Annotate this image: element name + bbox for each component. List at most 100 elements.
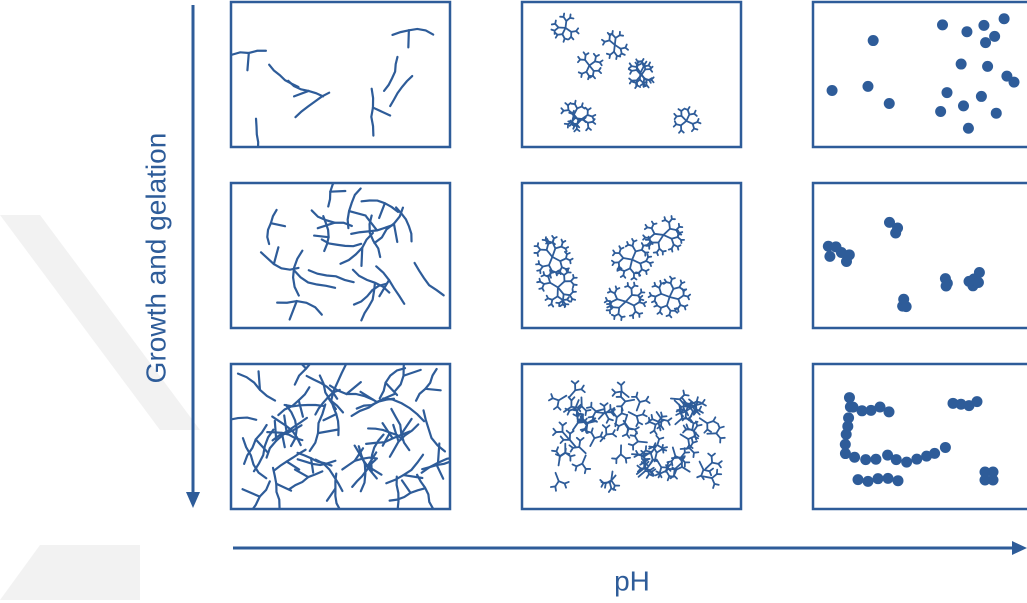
- particle: [937, 19, 948, 30]
- diagram: Growth and gelation pH: [0, 0, 1027, 603]
- particle: [961, 26, 972, 37]
- particle: [974, 267, 985, 278]
- y-axis-arrow: [186, 5, 200, 508]
- fiber-branch: [403, 475, 422, 478]
- dendrite: [552, 24, 555, 25]
- dendrite: [542, 288, 543, 291]
- dendrite: [577, 416, 578, 422]
- fiber: [261, 252, 298, 269]
- dendrite: [617, 299, 626, 301]
- dendrite: [649, 62, 651, 65]
- dendrite: [678, 109, 681, 111]
- dendrite: [600, 404, 604, 406]
- dendrite: [636, 250, 642, 251]
- dendrite: [681, 130, 684, 132]
- fiber-branch: [425, 389, 440, 390]
- particle: [988, 475, 999, 486]
- particle: [870, 454, 881, 465]
- dendrite: [702, 400, 705, 404]
- dendrite: [640, 299, 643, 300]
- particle: [991, 108, 1002, 119]
- dendrite: [672, 461, 673, 465]
- dendrite: [712, 478, 715, 484]
- panel: [813, 364, 1027, 509]
- fiber-branch: [292, 354, 306, 368]
- dendrite: [657, 449, 662, 452]
- dendrite: [640, 401, 646, 403]
- dendrite: [678, 309, 679, 312]
- dendrite: [584, 52, 586, 55]
- dendrite: [688, 439, 689, 445]
- dendrite: [577, 129, 580, 131]
- panel-content: [549, 381, 725, 492]
- dendrite: [643, 238, 645, 240]
- dendrite: [603, 42, 605, 45]
- dendrite: [678, 296, 683, 300]
- particle: [976, 91, 987, 102]
- fiber-branch: [290, 301, 297, 319]
- fiber: [288, 81, 323, 97]
- particle: [901, 457, 912, 468]
- panel: [224, 2, 450, 158]
- fiber: [386, 455, 423, 484]
- dendrite: [661, 412, 662, 416]
- fiber: [278, 387, 309, 415]
- fiber: [371, 435, 383, 471]
- dendrite: [569, 113, 572, 114]
- dendrite: [605, 483, 606, 487]
- dendrite: [659, 288, 661, 294]
- dendrite: [632, 251, 636, 259]
- fiber: [269, 65, 298, 87]
- dendrite: [678, 299, 680, 305]
- dendrite: [713, 417, 715, 421]
- dendrite: [547, 250, 553, 257]
- panel-content: [840, 392, 999, 487]
- dendrite: [557, 407, 560, 410]
- dendrite: [557, 400, 558, 406]
- dendrite: [548, 277, 550, 283]
- dendrite: [663, 235, 671, 239]
- dendrite: [655, 301, 657, 304]
- dendrite: [561, 111, 563, 114]
- dendrite: [681, 434, 689, 439]
- dendrite: [633, 246, 636, 251]
- fiber: [384, 57, 397, 91]
- dendrite: [619, 302, 626, 308]
- dendrite: [646, 85, 648, 88]
- dendrite: [626, 458, 630, 459]
- dendrite: [666, 471, 669, 476]
- fiber-branch: [437, 465, 443, 479]
- dendrite: [649, 295, 652, 297]
- dendrite: [555, 481, 558, 486]
- particle: [911, 454, 922, 465]
- dendrite: [633, 441, 638, 445]
- fiber: [416, 369, 437, 401]
- dendrite: [613, 430, 615, 434]
- panel-content: [261, 171, 444, 320]
- fiber-branch: [287, 462, 300, 470]
- panel-border: [522, 183, 741, 328]
- dendrite: [564, 294, 570, 295]
- panel: [231, 171, 450, 328]
- dendrite: [690, 448, 694, 453]
- dendrite: [629, 412, 637, 416]
- fiber: [244, 425, 267, 464]
- dendrite: [696, 422, 697, 426]
- fiber: [370, 216, 381, 258]
- particle: [978, 20, 989, 31]
- fiber-branch: [274, 247, 279, 264]
- dendrite: [636, 397, 640, 402]
- dendrite: [565, 103, 568, 105]
- dendrite: [708, 454, 711, 457]
- dendrite: [657, 439, 659, 445]
- dendrite: [590, 438, 594, 446]
- particle: [982, 61, 993, 72]
- dendrite: [611, 480, 615, 485]
- dendrite: [640, 263, 642, 269]
- fiber: [285, 405, 324, 406]
- dendrite: [634, 302, 639, 305]
- fiber-branch: [327, 488, 335, 500]
- particle: [972, 396, 983, 407]
- dendrite: [643, 410, 645, 414]
- dendrite: [663, 251, 666, 252]
